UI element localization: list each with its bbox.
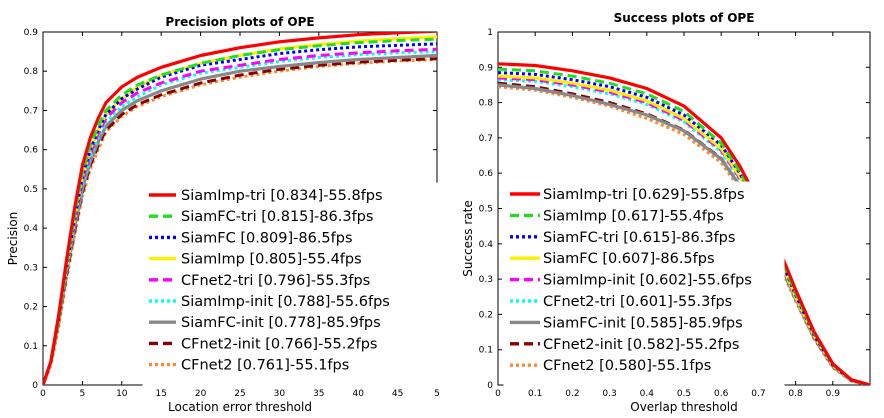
y-tick-label: 0.1: [479, 346, 493, 356]
x-tick-label: 0.8: [788, 389, 803, 399]
series-line: [43, 32, 437, 385]
x-axis-label: Overlap threshold: [630, 400, 738, 414]
legend-entry: CFnet2 [0.580]-55.1fps: [543, 358, 711, 374]
x-tick-label: 5: [80, 389, 86, 399]
y-tick-label: 0.2: [24, 303, 38, 313]
legend-entry: SiamFC-tri [0.815]-86.3fps: [181, 209, 373, 225]
x-tick-label: 0.9: [826, 389, 841, 399]
y-tick-label: 0: [487, 381, 493, 391]
success-plot: Success plots of OPE 0 0.1 0.2 0.3 0.4 0.5 0.6 0…: [461, 11, 871, 414]
y-tick-label: 1: [487, 28, 493, 38]
x-tick-label: 10: [116, 389, 128, 399]
y-tick-label: 0.2: [479, 310, 493, 320]
y-axis-label: Success rate: [461, 200, 475, 277]
chart-title: Precision plots of OPE: [165, 15, 314, 29]
y-tick-label: 0.7: [479, 134, 493, 144]
x-tick-label: 0.6: [714, 389, 729, 399]
x-tick-label: 0: [40, 389, 46, 399]
legend-entry: SiamImp [0.617]-55.4fps: [543, 208, 724, 224]
legend: SiamImp-tri [0.629]-55.8fps SiamImp [0.61…: [503, 181, 785, 386]
chart-title: Success plots of OPE: [614, 11, 755, 25]
y-axis-label: Precision: [6, 212, 20, 266]
legend-entry: SiamImp-tri [0.629]-55.8fps: [543, 187, 745, 203]
x-tick-label: 35: [313, 389, 324, 399]
legend-entry: SiamImp-tri [0.834]-55.8fps: [181, 188, 383, 204]
x-tick-label: 0.3: [602, 389, 616, 399]
x-tick-label: 15: [155, 389, 166, 399]
precision-plot: Precision plots of OPE 0 5 10 15 20 25 30 35 40 45…: [6, 15, 440, 414]
x-tick-label: 0: [495, 389, 501, 399]
y-tick-label: 0.6: [24, 146, 39, 156]
legend-entry: SiamFC-tri [0.615]-86.3fps: [543, 230, 735, 246]
series-line: [498, 62, 870, 385]
y-tick-label: 0.9: [24, 28, 39, 38]
x-tick-label: 0.4: [640, 389, 655, 399]
legend-entry: CFnet2-tri [0.796]-55.3fps: [181, 273, 370, 289]
y-tick-label: 0.3: [479, 275, 493, 285]
x-tick-label: 25: [234, 389, 245, 399]
legend-entry: SiamFC [0.607]-86.5fps: [543, 251, 715, 267]
legend-entry: SiamImp-init [0.788]-55.6fps: [181, 294, 390, 310]
legend-entry: SiamFC-init [0.585]-85.9fps: [543, 315, 743, 331]
y-tick-label: 0.4: [24, 224, 39, 234]
legend-entry: CFnet2-tri [0.601]-55.3fps: [543, 294, 732, 310]
x-tick-label: 30: [274, 389, 286, 399]
legend-entry: SiamImp [0.805]-55.4fps: [181, 252, 362, 268]
legend-entry: CFnet2 [0.761]-55.1fps: [181, 358, 349, 374]
x-tick-label: 0.5: [677, 389, 691, 399]
y-tick-label: 0.4: [479, 240, 494, 250]
x-tick-label: 45: [392, 389, 403, 399]
x-tick-label: 0.1: [528, 389, 542, 399]
legend-entry: CFnet2-init [0.582]-55.2fps: [543, 337, 739, 353]
y-tick-label: 0.7: [24, 106, 38, 116]
y-tick-label: 0.3: [24, 263, 38, 273]
y-tick-label: 0.5: [24, 185, 38, 195]
y-tick-label: 0.1: [24, 342, 38, 352]
legend-box: [503, 181, 785, 386]
y-tick-label: 0.5: [479, 205, 493, 215]
series-line: [43, 37, 437, 385]
series-lines: [43, 32, 437, 385]
legend: SiamImp-tri [0.834]-55.8fps SiamFC-tri [0…: [142, 182, 438, 386]
x-tick-label: 20: [195, 389, 207, 399]
y-tick-label: 0.9: [479, 63, 494, 73]
legend-entry: SiamImp-init [0.602]-55.6fps: [543, 273, 752, 289]
y-tick-label: 0.8: [479, 99, 494, 109]
legend-entry: SiamFC-init [0.778]-85.9fps: [181, 315, 381, 331]
x-tick-label: 5: [434, 389, 440, 399]
x-tick-label: 0.2: [565, 389, 579, 399]
legend-box: [142, 182, 438, 386]
x-tick-label: 40: [352, 389, 364, 399]
y-tick-label: 0.6: [479, 169, 494, 179]
x-axis-label: Location error threshold: [168, 400, 312, 414]
x-tick-label: 0.7: [751, 389, 765, 399]
legend-entry: CFnet2-init [0.766]-55.2fps: [181, 336, 377, 352]
y-tick-label: 0: [32, 381, 38, 391]
legend-entry: SiamFC [0.809]-86.5fps: [181, 230, 353, 246]
y-tick-label: 0.8: [24, 67, 39, 77]
